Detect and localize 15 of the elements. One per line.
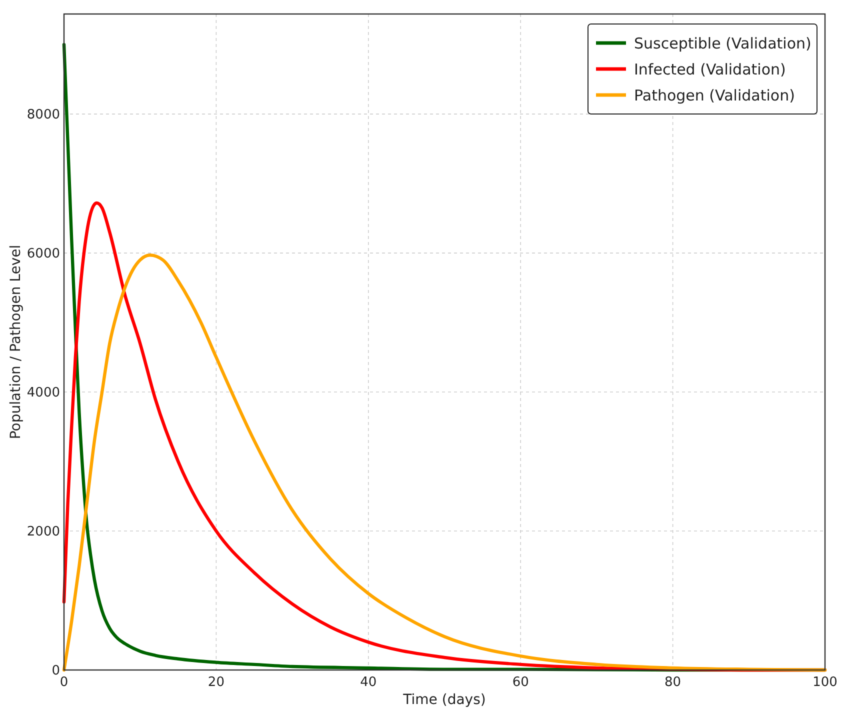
x-tick-label: 80 <box>664 675 682 690</box>
x-tick-label: 100 <box>812 675 838 690</box>
y-tick-label: 8000 <box>26 108 60 123</box>
y-axis-title: Population / Pathogen Level <box>8 244 24 440</box>
y-tick-label: 2000 <box>26 524 60 540</box>
legend-label: Pathogen (Validation) <box>634 86 795 104</box>
x-tick-label: 40 <box>360 675 377 690</box>
legend-label: Susceptible (Validation) <box>634 34 812 52</box>
legend-label: Infected (Validation) <box>634 60 786 78</box>
x-tick-label: 60 <box>512 675 529 690</box>
y-tick-label: 4000 <box>26 386 60 401</box>
x-tick-label: 20 <box>208 675 224 690</box>
y-tick-label: 6000 <box>26 246 60 262</box>
y-tick-label: 0 <box>52 664 60 679</box>
x-axis-title: Time (days) <box>402 692 486 708</box>
